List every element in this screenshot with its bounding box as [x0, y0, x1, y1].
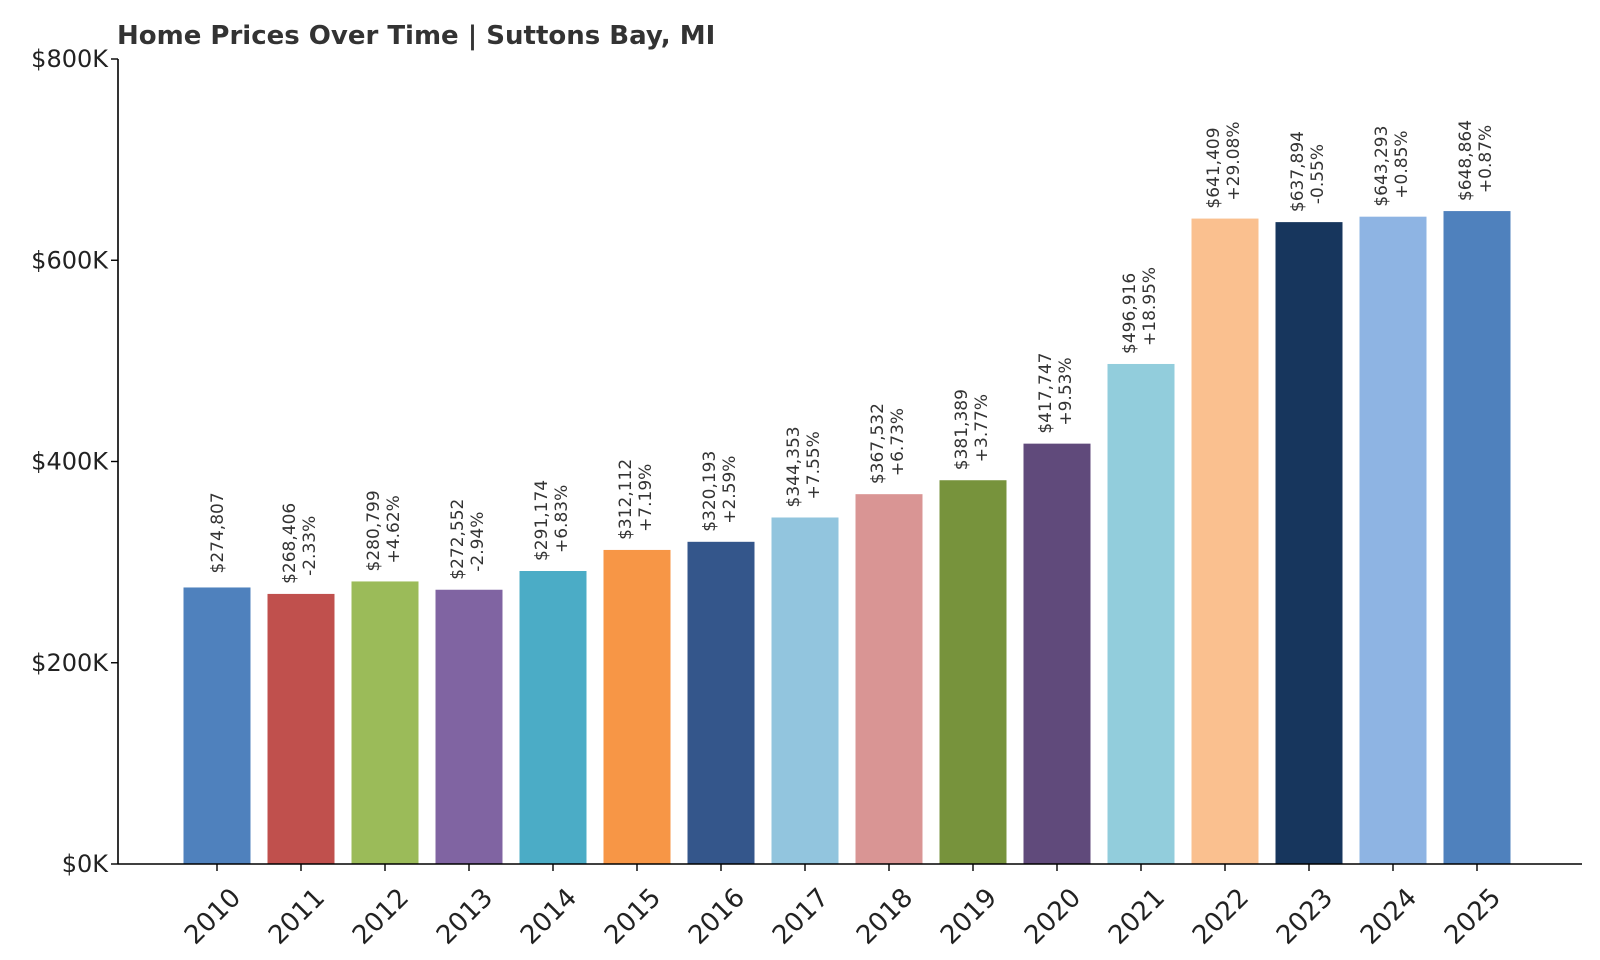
change-label-2017: +7.55% — [804, 431, 824, 499]
y-axis: $0K $200K $400K $600K $800K — [31, 45, 119, 878]
x-tick-label-2011: 2011 — [263, 883, 331, 951]
change-label-2021: +18.95% — [1140, 267, 1160, 346]
bar-2019 — [939, 480, 1007, 864]
bar-2018 — [855, 494, 923, 864]
value-label-2013: $272,552 — [448, 499, 468, 580]
y-tick-label: $200K — [31, 649, 109, 677]
x-tick-label-2017: 2017 — [767, 883, 835, 951]
bar-2020 — [1023, 443, 1091, 864]
value-label-2025: $648,864 — [1456, 120, 1476, 201]
bar-2016 — [687, 541, 755, 864]
x-tick-label-2018: 2018 — [851, 883, 919, 951]
bar-2024 — [1359, 216, 1427, 865]
bar-2023 — [1275, 222, 1343, 865]
x-tick-label-2014: 2014 — [515, 883, 583, 951]
x-axis: 2010 2011 2012 2013 2014 2015 2016 2017 2018 2019… — [118, 863, 1582, 951]
value-label-2019: $381,389 — [952, 389, 972, 470]
x-tick-label-2019: 2019 — [935, 883, 1003, 951]
value-label-2020: $417,747 — [1036, 353, 1056, 434]
value-label-2024: $643,293 — [1372, 126, 1392, 207]
value-label-2021: $496,916 — [1120, 273, 1140, 354]
x-tick-label-2021: 2021 — [1103, 883, 1171, 951]
x-tick-label-2020: 2020 — [1019, 883, 1087, 951]
change-label-2012: +4.62% — [384, 495, 404, 563]
value-label-2016: $320,193 — [700, 451, 720, 532]
value-label-2011: $268,406 — [280, 503, 300, 584]
y-tick-label: $400K — [31, 448, 109, 476]
bar-2011 — [267, 593, 335, 864]
x-tick-label-2016: 2016 — [683, 883, 751, 951]
value-label-2018: $367,532 — [868, 403, 888, 484]
change-label-2025: +0.87% — [1476, 125, 1496, 193]
change-label-2019: +3.77% — [972, 394, 992, 462]
x-tick-label-2013: 2013 — [431, 883, 499, 951]
change-label-2022: +29.08% — [1224, 122, 1244, 201]
value-label-2015: $312,112 — [616, 459, 636, 540]
value-label-2023: $637,894 — [1288, 131, 1308, 212]
bar-2010 — [183, 587, 251, 864]
bar-2017 — [771, 517, 839, 864]
x-tick-label-2022: 2022 — [1187, 883, 1255, 951]
change-label-2013: -2.94% — [468, 512, 488, 572]
x-tick-label-2024: 2024 — [1355, 883, 1423, 951]
change-label-2011: -2.33% — [300, 516, 320, 576]
change-label-2016: +2.59% — [720, 456, 740, 524]
bar-2022 — [1191, 218, 1259, 864]
value-label-2017: $344,353 — [784, 426, 804, 507]
x-tick-label-2023: 2023 — [1271, 883, 1339, 951]
value-label-2014: $291,174 — [532, 480, 552, 561]
y-tick-label: $600K — [31, 246, 109, 274]
x-tick-label-2012: 2012 — [347, 883, 415, 951]
bar-2015 — [603, 549, 671, 864]
change-label-2014: +6.83% — [552, 485, 572, 553]
bar-2012 — [351, 581, 419, 864]
change-label-2023: -0.55% — [1308, 144, 1328, 204]
bar-2025 — [1443, 211, 1511, 865]
bar-2021 — [1107, 363, 1175, 864]
value-label-2022: $641,409 — [1204, 127, 1224, 208]
x-tick-label-2025: 2025 — [1439, 883, 1507, 951]
change-label-2015: +7.19% — [636, 464, 656, 532]
x-tick-label-2015: 2015 — [599, 883, 667, 951]
y-tick-label: $800K — [31, 45, 109, 73]
data-labels: $274,807 $268,406 -2.33% $280,799 +4.62% $272… — [208, 120, 1496, 584]
y-tick-label: $0K — [62, 850, 110, 878]
change-label-2020: +9.53% — [1056, 357, 1076, 425]
change-label-2018: +6.73% — [888, 408, 908, 476]
bars — [183, 211, 1511, 865]
change-label-2024: +0.85% — [1392, 130, 1412, 198]
value-label-2012: $280,799 — [364, 490, 384, 571]
x-tick-label-2010: 2010 — [179, 883, 247, 951]
value-label-2010: $274,807 — [208, 492, 228, 573]
bar-2013 — [435, 589, 503, 864]
chart-title: Home Prices Over Time | Suttons Bay, MI — [117, 21, 715, 51]
bar-2014 — [519, 571, 587, 864]
